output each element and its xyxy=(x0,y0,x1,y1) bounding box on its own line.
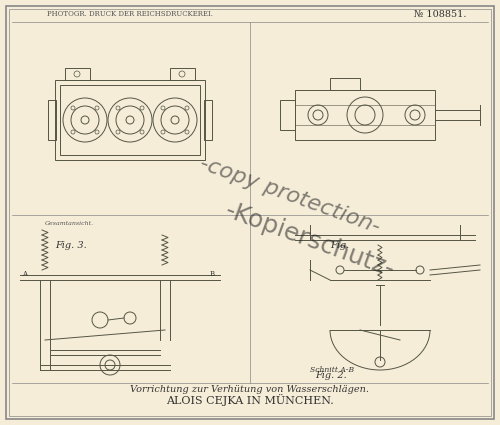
Text: Vorrichtung zur Verhütung von Wasserschlägen.: Vorrichtung zur Verhütung von Wasserschl… xyxy=(130,385,370,394)
Bar xyxy=(60,85,200,155)
Text: B: B xyxy=(210,270,215,278)
Bar xyxy=(55,80,205,160)
Text: -Kopierschutz-: -Kopierschutz- xyxy=(222,198,398,282)
Text: Schnitt A-B: Schnitt A-B xyxy=(310,366,354,374)
Bar xyxy=(330,78,360,90)
Text: A: A xyxy=(22,270,27,278)
Text: PHOTOGR. DRUCK DER REICHSDRUCKEREI.: PHOTOGR. DRUCK DER REICHSDRUCKEREI. xyxy=(47,10,213,18)
Bar xyxy=(170,68,195,80)
Text: Fig. 3.: Fig. 3. xyxy=(55,241,87,249)
Text: Fig.: Fig. xyxy=(330,241,349,249)
Text: ALOIS CEJKA IN MÜNCHEN.: ALOIS CEJKA IN MÜNCHEN. xyxy=(166,394,334,406)
Bar xyxy=(204,100,212,140)
Bar xyxy=(48,100,56,140)
Text: -copy protection-: -copy protection- xyxy=(197,153,383,237)
Text: № 108851.: № 108851. xyxy=(414,9,466,19)
Text: Fig. 2.: Fig. 2. xyxy=(315,371,347,380)
Text: Gesamtansicht.: Gesamtansicht. xyxy=(45,221,94,226)
Bar xyxy=(295,90,435,140)
Bar xyxy=(280,100,295,130)
Bar xyxy=(65,68,90,80)
